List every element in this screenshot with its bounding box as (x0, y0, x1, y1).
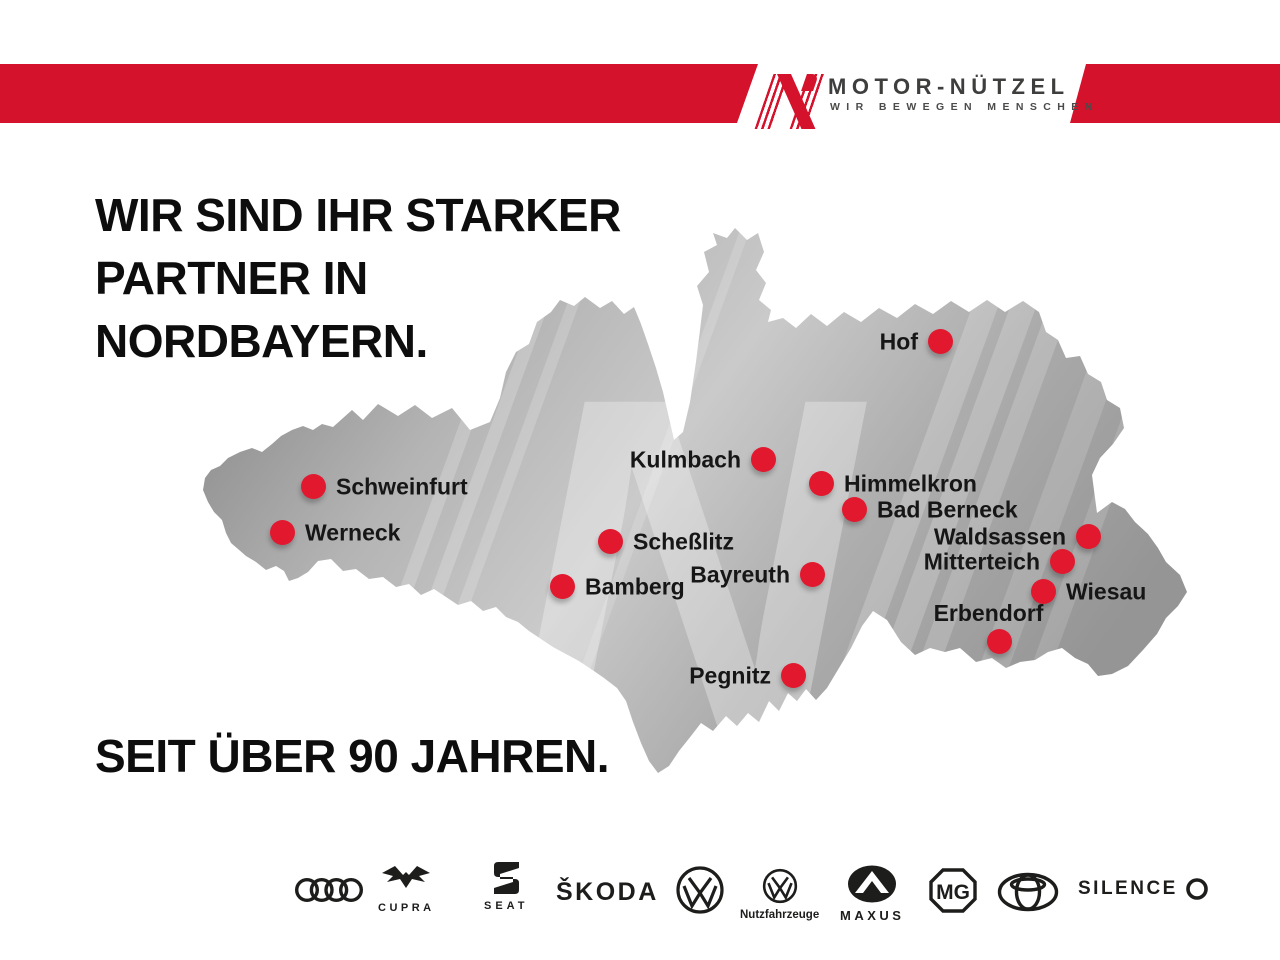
mg-octagon-icon: MG (929, 868, 977, 913)
maxus-oval-icon (848, 865, 897, 903)
brand-cupra: CUPRA (378, 862, 435, 914)
brand-toyota (997, 872, 1059, 912)
brand-audi (295, 874, 363, 906)
headline-line-3: NORDBAYERN. (95, 315, 428, 367)
map-marker-kulmbach: Kulmbach (630, 446, 776, 472)
map-marker-hof: Hof (880, 328, 953, 354)
location-dot (270, 520, 295, 545)
brand-tagline: WIR BEWEGEN MENSCHEN (830, 101, 1099, 113)
headline-line-1: WIR SIND IHR STARKER (95, 189, 621, 241)
brand-skoda: ŠKODA (556, 878, 659, 907)
location-label: Kulmbach (629, 446, 741, 472)
map-marker-werneck: Werneck (270, 519, 400, 545)
brand-seat: SEAT (484, 860, 529, 912)
silence-circle-icon (1186, 878, 1208, 900)
mg-letters: MG (936, 881, 970, 904)
location-dot (842, 497, 867, 522)
map-marker-schesslitz: Scheßlitz (598, 528, 734, 554)
map-marker-mitterteich: Mitterteich (924, 548, 1075, 574)
map-marker-waldsassen: Waldsassen (934, 523, 1101, 549)
brand-mg: MG (929, 868, 977, 913)
location-label: Wiesau (1066, 578, 1147, 604)
map-marker-himmelkron: Himmelkron (809, 470, 977, 496)
location-dot (987, 629, 1012, 654)
location-dot (1050, 549, 1075, 574)
location-label: Pegnitz (689, 662, 771, 688)
brand-vw-nutzfahrzeuge: Nutzfahrzeuge (740, 868, 819, 921)
location-label: Mitterteich (923, 548, 1040, 574)
map-marker-pegnitz: Pegnitz (689, 662, 806, 688)
location-dot (550, 574, 575, 599)
seat-s-icon (494, 862, 520, 894)
location-dot (800, 562, 825, 587)
silence-wordmark: SILENCE (1078, 878, 1178, 899)
brand-vw (675, 865, 725, 915)
location-label: Schweinfurt (336, 473, 468, 499)
location-dot (1031, 579, 1056, 604)
audi-rings-icon (295, 877, 363, 903)
brand-maxus: MAXUS (840, 864, 904, 923)
location-dot (809, 471, 834, 496)
map-region-shape (203, 228, 1187, 773)
header-red-band-right (1070, 64, 1280, 123)
location-dot (928, 329, 953, 354)
brand-title: MOTOR-NÜTZEL (828, 74, 1070, 99)
cupra-wordmark: CUPRA (378, 902, 435, 914)
location-label: Bamberg (585, 573, 685, 599)
vw-roundel-icon (762, 868, 797, 904)
location-label: Bad Berneck (877, 496, 1018, 522)
location-label: Bayreuth (690, 561, 790, 587)
brand-silence: SILENCE (1078, 877, 1209, 901)
maxus-wordmark: MAXUS (840, 908, 905, 923)
map-marker-bayreuth: Bayreuth (690, 561, 825, 587)
location-dot (301, 474, 326, 499)
nutzfahrzeuge-label: Nutzfahrzeuge (740, 909, 820, 921)
cupra-emblem-icon (382, 866, 431, 888)
location-dot (751, 447, 776, 472)
vw-roundel-icon (676, 866, 724, 914)
brand-logo-row: CUPRA SEAT ŠKODA (0, 852, 1280, 932)
header-red-band-left (0, 64, 758, 123)
toyota-ellipses-icon (997, 872, 1059, 912)
location-label: Hof (879, 328, 918, 354)
location-dot (781, 663, 806, 688)
skoda-wordmark: ŠKODA (556, 878, 659, 906)
location-label: Werneck (305, 519, 401, 545)
map-marker-bad-berneck: Bad Berneck (842, 496, 1018, 522)
seat-wordmark: SEAT (484, 900, 529, 912)
map-marker-bamberg: Bamberg (550, 573, 685, 599)
location-label: Waldsassen (933, 523, 1066, 549)
map-marker-erbendorf: Erbendorf (934, 600, 1043, 654)
map-marker-wiesau: Wiesau (1031, 578, 1146, 604)
location-label: Erbendorf (933, 600, 1044, 626)
footline: SEIT ÜBER 90 JAHREN. (95, 730, 610, 782)
headline-line-2: PARTNER IN (95, 252, 368, 304)
location-dot (598, 529, 623, 554)
headline: WIR SIND IHR STARKER PARTNER IN NORDBAYE… (95, 184, 621, 373)
location-dot (1076, 524, 1101, 549)
location-label: Scheßlitz (633, 528, 734, 554)
location-label: Himmelkron (844, 470, 977, 496)
map-marker-schweinfurt: Schweinfurt (301, 473, 468, 499)
